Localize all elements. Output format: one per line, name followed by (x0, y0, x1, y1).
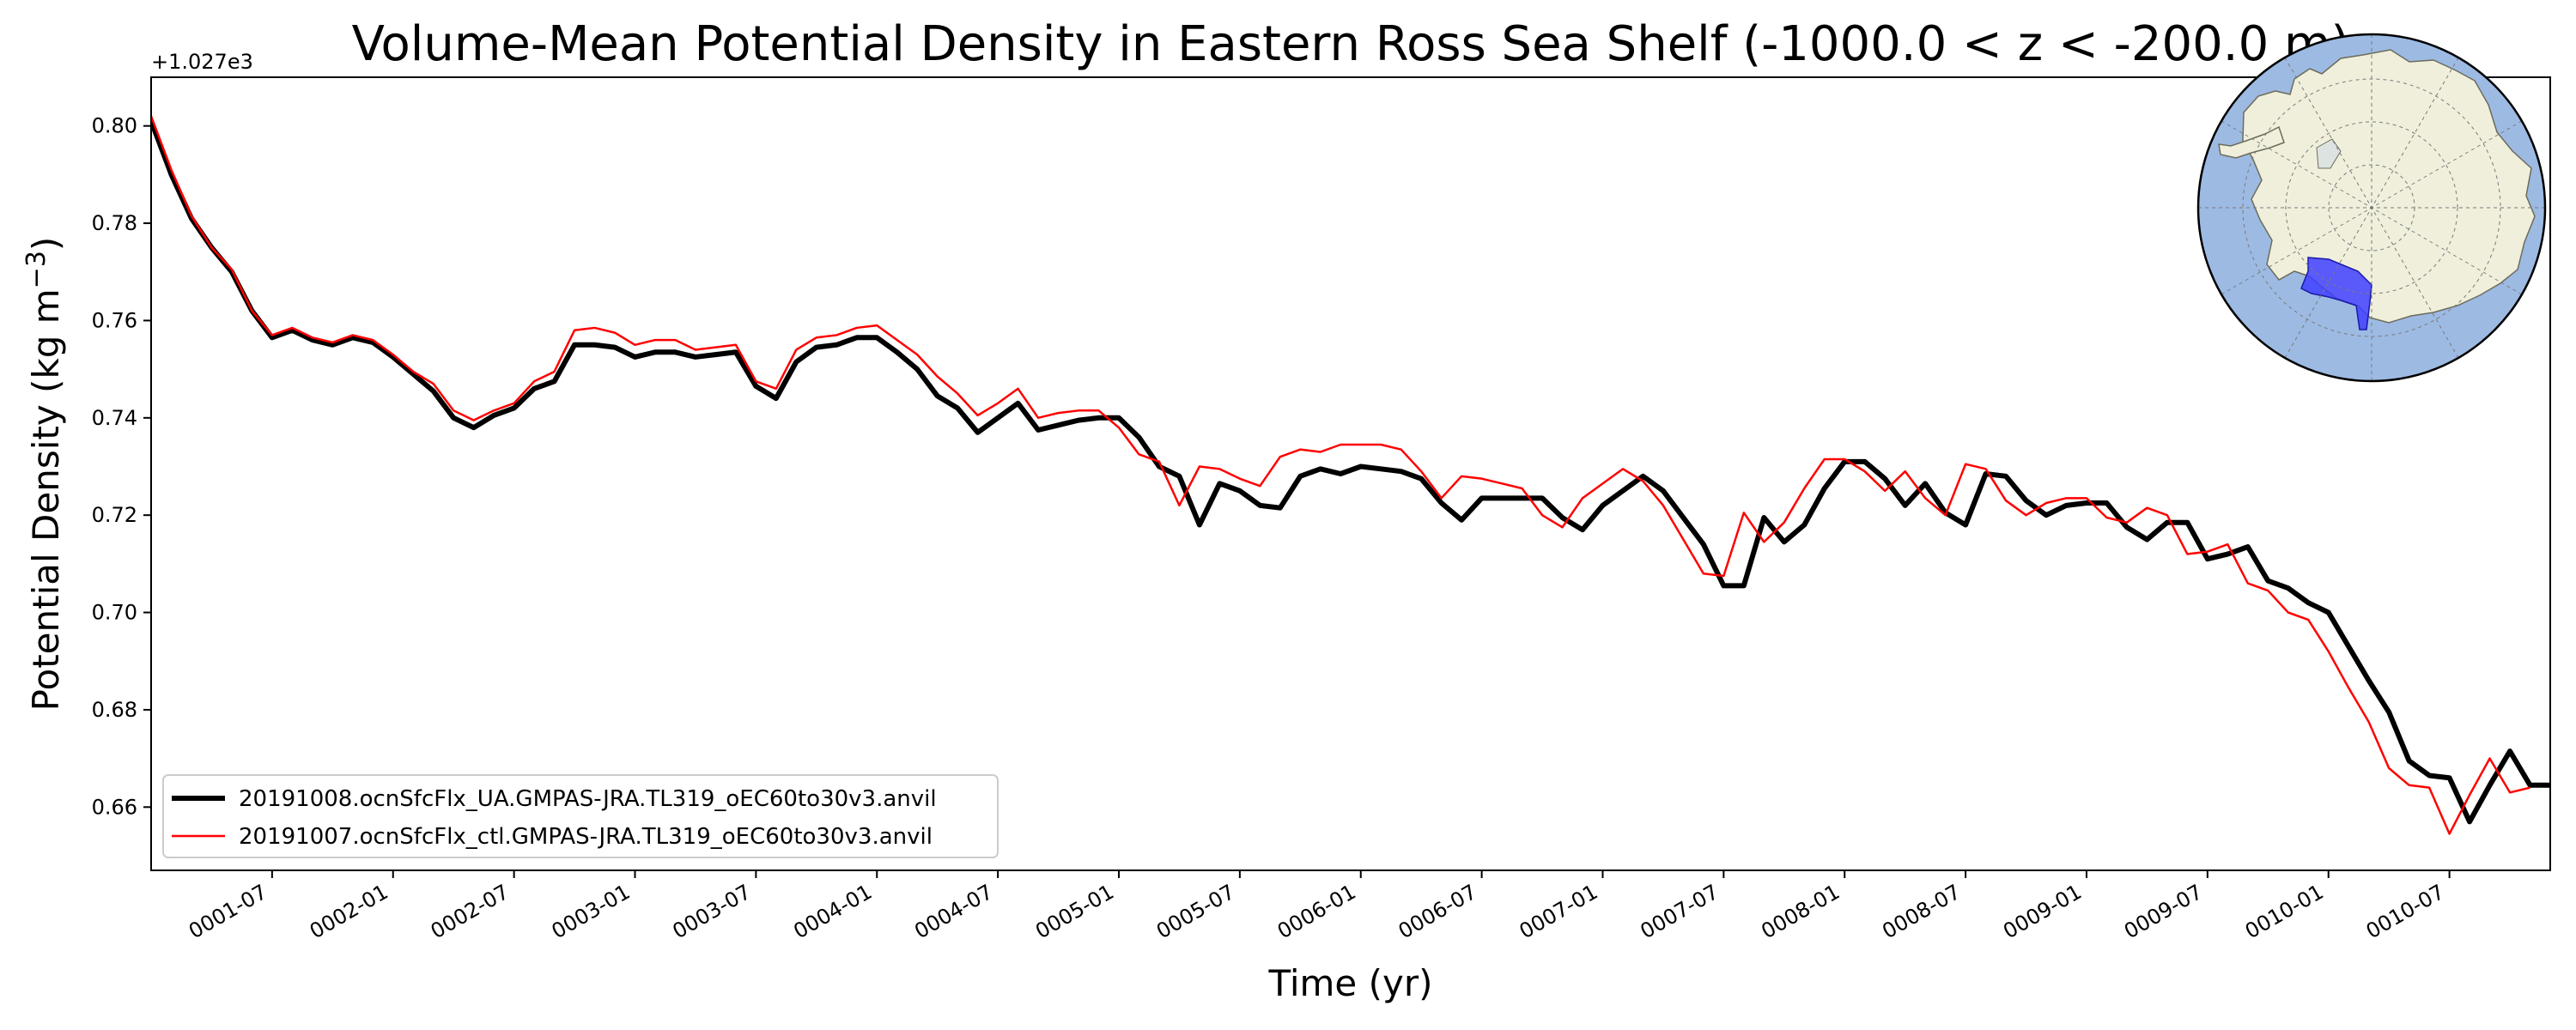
plot-frame (150, 76, 2551, 871)
y-tick-label: 0.72 (92, 503, 137, 527)
inset-antarctica-map (2196, 33, 2547, 383)
x-tick-label: 0010-01 (2241, 880, 2328, 943)
x-tick-label: 0005-07 (1152, 880, 1239, 943)
y-tick-label: 0.66 (92, 795, 137, 819)
x-tick-label: 0010-07 (2362, 880, 2449, 943)
legend-box (162, 774, 999, 858)
y-tick-label: 0.74 (92, 406, 137, 430)
chart-title: Volume-Mean Potential Density in Eastern… (352, 16, 2350, 72)
x-tick-label: 0002-01 (306, 880, 392, 943)
legend-label-ctl: 20191007.ocnSfcFlx_ctl.GMPAS-JRA.TL319_o… (239, 824, 933, 850)
y-tick-label: 0.70 (92, 601, 137, 625)
x-tick-label: 0008-07 (1878, 880, 1965, 943)
x-tick-label: 0004-07 (910, 880, 997, 943)
y-tick-label: 0.76 (92, 308, 137, 332)
x-tick-label: 0007-01 (1516, 880, 1602, 943)
x-tick-label: 0009-07 (2120, 880, 2207, 943)
map-graticule (2198, 34, 2545, 381)
map-outline (2196, 33, 2547, 383)
x-tick-label: 0009-01 (1999, 880, 2086, 943)
y-offset-label: +1.027e3 (151, 50, 253, 74)
x-tick-label: 0008-01 (1757, 880, 1844, 943)
x-tick-label: 0003-01 (548, 880, 635, 943)
x-tick-label: 0006-01 (1273, 880, 1360, 943)
y-axis-label-main: Potential Density (kg m (25, 288, 67, 711)
y-tick-label: 0.78 (92, 211, 137, 235)
y-tick-label: 0.68 (92, 698, 137, 722)
map-antarctic-peninsula (2218, 125, 2285, 159)
series-line-1 (151, 115, 2530, 835)
x-tick-label: 0006-07 (1394, 880, 1481, 943)
x-tick-label: 0003-07 (669, 880, 756, 943)
x-tick-label: 0005-01 (1031, 880, 1118, 943)
y-axis-label-exponent: −3 (21, 251, 52, 288)
map-ice-shelf (2316, 138, 2342, 169)
legend: 20191008.ocnSfcFlx_UA.GMPAS-JRA.TL319_oE… (162, 774, 999, 858)
series-layer (151, 115, 2550, 835)
map-latitude-circle (2285, 121, 2458, 294)
y-axis-label: Potential Density (kg m−3) (21, 237, 67, 712)
legend-label-ua: 20191008.ocnSfcFlx_UA.GMPAS-JRA.TL319_oE… (239, 786, 937, 812)
y-axis-label-close: ) (25, 237, 67, 251)
x-tick-label: 0001-07 (185, 880, 271, 943)
series-line-0 (151, 119, 2550, 825)
x-axis: 0001-07 0002-01 0002-07 0003-01 0003-07 0004-… (185, 870, 2451, 943)
x-tick-label: 0004-01 (789, 880, 876, 943)
y-tick-label: 0.80 (92, 114, 137, 138)
x-tick-label: 0007-07 (1637, 880, 1723, 943)
map-antarctica-land (2242, 49, 2536, 324)
x-tick-label: 0002-07 (427, 880, 513, 943)
map-meridian-line (2221, 120, 2523, 295)
y-axis: 0.66 0.68 0.70 0.72 0.74 0.76 0.78 0.80 (92, 114, 151, 819)
x-axis-label: Time (yr) (1267, 962, 1432, 1004)
map-region-eastern-ross-sea (2300, 257, 2372, 330)
